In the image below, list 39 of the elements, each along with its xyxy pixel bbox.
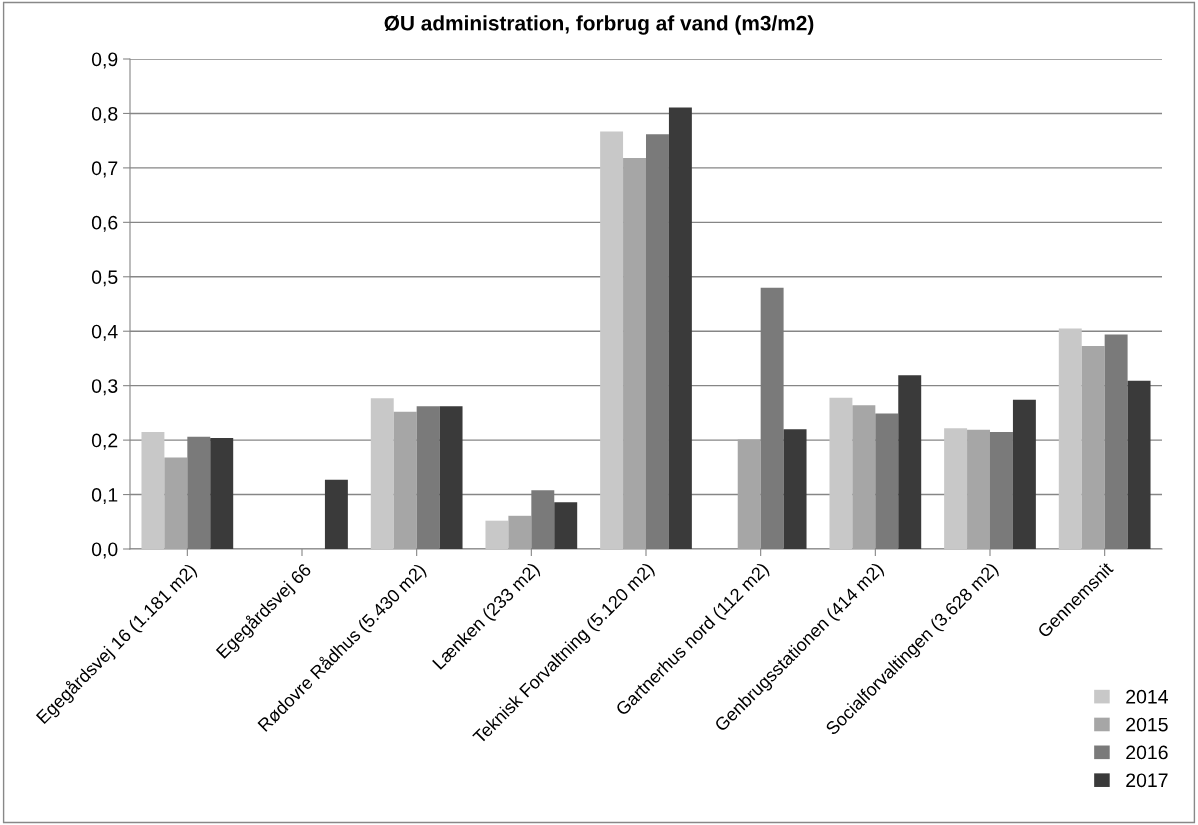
y-tick-label: 0,3 [91, 379, 118, 396]
y-tick-label: 0,9 [91, 52, 118, 69]
chart-title: ØU administration, forbrug af vand (m3/m2) [384, 15, 814, 35]
bar [508, 515, 532, 549]
y-tick-label: 0,4 [91, 324, 118, 341]
bar [967, 429, 990, 549]
legend-label: 2017 [1126, 773, 1168, 788]
bar [554, 502, 578, 549]
legend-label: 2016 [1126, 745, 1168, 760]
y-tick-label: 0,7 [91, 161, 118, 178]
bar [944, 428, 968, 549]
y-tick-label: 0,5 [91, 270, 118, 287]
bar [852, 405, 876, 549]
y-tick-label: 0,8 [91, 106, 118, 123]
bar [1058, 328, 1082, 549]
bar [783, 429, 807, 549]
bar [600, 131, 624, 549]
bar [829, 397, 853, 549]
bar [1081, 345, 1105, 549]
y-tick-label: 0,0 [91, 542, 118, 559]
bar [1012, 399, 1036, 549]
bar [668, 107, 692, 549]
bar [623, 158, 646, 549]
y-tick-label: 0,6 [91, 215, 118, 232]
bar [210, 437, 234, 549]
bar [324, 479, 348, 549]
bar [370, 398, 394, 549]
bar [393, 411, 417, 549]
bar [898, 375, 922, 549]
legend-label: 2015 [1126, 717, 1168, 732]
y-tick-label: 0,1 [91, 488, 118, 505]
bar [1127, 380, 1151, 549]
bar [485, 520, 509, 549]
legend-label: 2014 [1126, 689, 1168, 704]
bar [737, 439, 761, 549]
bar [164, 457, 188, 549]
bar [141, 431, 165, 549]
y-tick-label: 0,2 [91, 433, 118, 450]
bar [439, 406, 463, 549]
